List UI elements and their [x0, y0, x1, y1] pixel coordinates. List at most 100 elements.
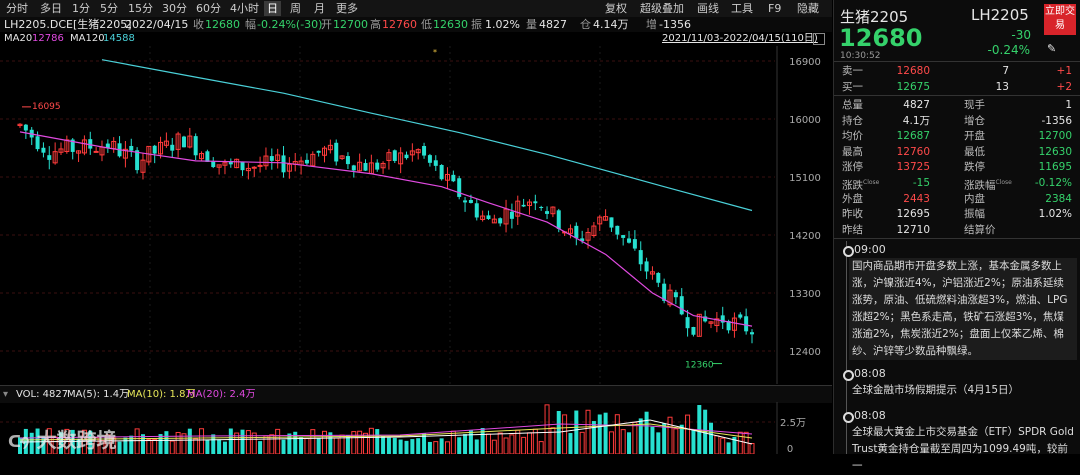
quote-time: 10:30:52	[840, 51, 881, 61]
candle-body	[656, 273, 661, 283]
candle-body	[322, 147, 328, 156]
volume-bar	[175, 431, 181, 454]
news-item-text[interactable]: 国内商品期市开盘多数上涨，基本金属多数上涨，沪镍涨近4%，沪铝涨近2%；原油系延…	[849, 258, 1077, 360]
vol-label: 量	[526, 18, 537, 31]
stats-row: 涨跌Close -15 涨跌幅Close -0.12%	[838, 175, 1078, 192]
tool-3-button[interactable]: 工具	[731, 2, 753, 15]
volume-bar	[632, 421, 638, 454]
volume-bar	[134, 428, 140, 454]
candle-body	[533, 201, 538, 204]
candle-body	[334, 142, 339, 162]
news-item-text[interactable]: 全球最大黄金上市交易基金（ETF）SPDR Gold Trust黄金持仓量截至周…	[852, 426, 1074, 472]
tool-2-button[interactable]: 画线	[697, 2, 719, 15]
candle-body	[222, 162, 228, 166]
volume-bar	[111, 437, 117, 454]
period-3-button[interactable]: 5分	[100, 2, 118, 15]
period-6-button[interactable]: 60分	[196, 2, 221, 15]
stat-value: 1	[1065, 99, 1072, 111]
volume-bar	[169, 440, 175, 454]
candle-body	[251, 166, 257, 169]
period-1-button[interactable]: 多日	[40, 2, 62, 15]
candle-body	[457, 178, 462, 197]
candle-body	[58, 148, 64, 153]
period-5-button[interactable]: 30分	[162, 2, 187, 15]
period-4-button[interactable]: 15分	[128, 2, 153, 15]
tool-5-button[interactable]: 隐藏	[797, 2, 819, 15]
candle-body	[88, 139, 93, 149]
period-9-button[interactable]: 周	[290, 2, 301, 15]
volume-bar	[662, 423, 667, 454]
tool-1-button[interactable]: 超级叠加	[640, 2, 684, 15]
tool-0-button[interactable]: 复权	[605, 2, 627, 15]
candle-body	[158, 141, 164, 155]
price-tick-label: 16000	[789, 115, 821, 126]
edit-icon[interactable]: ✎	[1047, 42, 1057, 55]
volume-bar	[491, 439, 497, 454]
candle-body	[685, 317, 690, 329]
candle-body	[696, 313, 702, 337]
volume-bar	[35, 428, 40, 454]
stat-value: 13725	[896, 161, 930, 174]
inc-value: -1356	[659, 18, 691, 31]
candle-body	[409, 150, 415, 156]
volume-bar	[322, 430, 328, 454]
candle-body	[731, 317, 737, 331]
volume-bar	[217, 439, 222, 454]
volume-bar	[375, 429, 380, 454]
candle-body	[609, 217, 614, 228]
volume-bar	[304, 438, 310, 454]
candle-body	[135, 150, 140, 171]
vol-ma5: MA(5): 1.4万	[67, 389, 130, 400]
candle-body	[738, 314, 743, 318]
stat-label: 昨结	[842, 223, 863, 236]
date-range-label[interactable]: 2021/11/03-2022/04/15(110日)	[662, 33, 818, 44]
volume-chart[interactable]: 2.5万 0	[0, 402, 832, 454]
volume-menu-icon[interactable]: ▾	[3, 389, 9, 400]
news-time: 08:08	[854, 409, 886, 422]
candle-body	[679, 296, 684, 315]
volume-bar	[287, 433, 292, 454]
candle-body	[750, 332, 754, 335]
volume-bar	[627, 432, 632, 454]
volume-bar	[146, 439, 152, 454]
news-dot-icon	[843, 246, 854, 257]
divider	[834, 238, 1080, 239]
volume-bar	[497, 432, 503, 454]
period-10-button[interactable]: 月	[314, 2, 325, 15]
stat-label: 跌停	[964, 161, 985, 174]
period-2-button[interactable]: 1分	[72, 2, 90, 15]
candle-body	[468, 199, 473, 203]
expand-icon[interactable]	[813, 33, 825, 45]
candle-body	[673, 292, 678, 298]
candlestick-chart[interactable]: 16900 16000 15100 14200 13300 12400 16095 12360…	[0, 46, 832, 384]
high-value: 12760	[382, 18, 417, 31]
price-tick-label: 13300	[789, 289, 821, 300]
volume-bar	[444, 441, 450, 454]
quote-info-row: LH2205.DCE[生猪2205] 2022/04/15 收 12680 幅 …	[0, 17, 832, 32]
period-0-button[interactable]: 分时	[6, 2, 28, 15]
period-11-button[interactable]: 更多	[336, 2, 358, 15]
candle-body	[187, 135, 193, 148]
volume-bar	[538, 441, 544, 454]
candle-body	[521, 204, 526, 207]
candle-body	[585, 231, 591, 241]
volume-bar	[614, 414, 620, 454]
period-toolbar: 分时 多日 1分 5分 15分 30分 60分 4小时日周月更多 复权 超级叠加 画线 工具 F9 隐藏	[0, 0, 832, 18]
volume-bar	[222, 441, 227, 454]
symbol-label: LH2205.DCE[生猪2205]	[4, 18, 132, 31]
volume-bar	[328, 432, 333, 454]
candle-body	[181, 136, 186, 148]
candle-body	[263, 155, 269, 167]
tool-4-button[interactable]: F9	[768, 2, 782, 15]
volume-bar	[620, 429, 626, 454]
candle-body	[70, 139, 75, 152]
period-7-button[interactable]: 4小时	[230, 2, 259, 15]
candle-body	[129, 145, 134, 151]
divider	[834, 95, 1080, 96]
news-item-text[interactable]: 全球金融市场假期提示（4月15日）	[852, 384, 1020, 396]
news-timeline	[846, 241, 847, 454]
trade-now-button[interactable]: 立即交易	[1044, 4, 1076, 35]
volume-bar	[644, 411, 649, 454]
period-8-button[interactable]: 日	[264, 1, 281, 16]
candle-body	[627, 238, 632, 243]
